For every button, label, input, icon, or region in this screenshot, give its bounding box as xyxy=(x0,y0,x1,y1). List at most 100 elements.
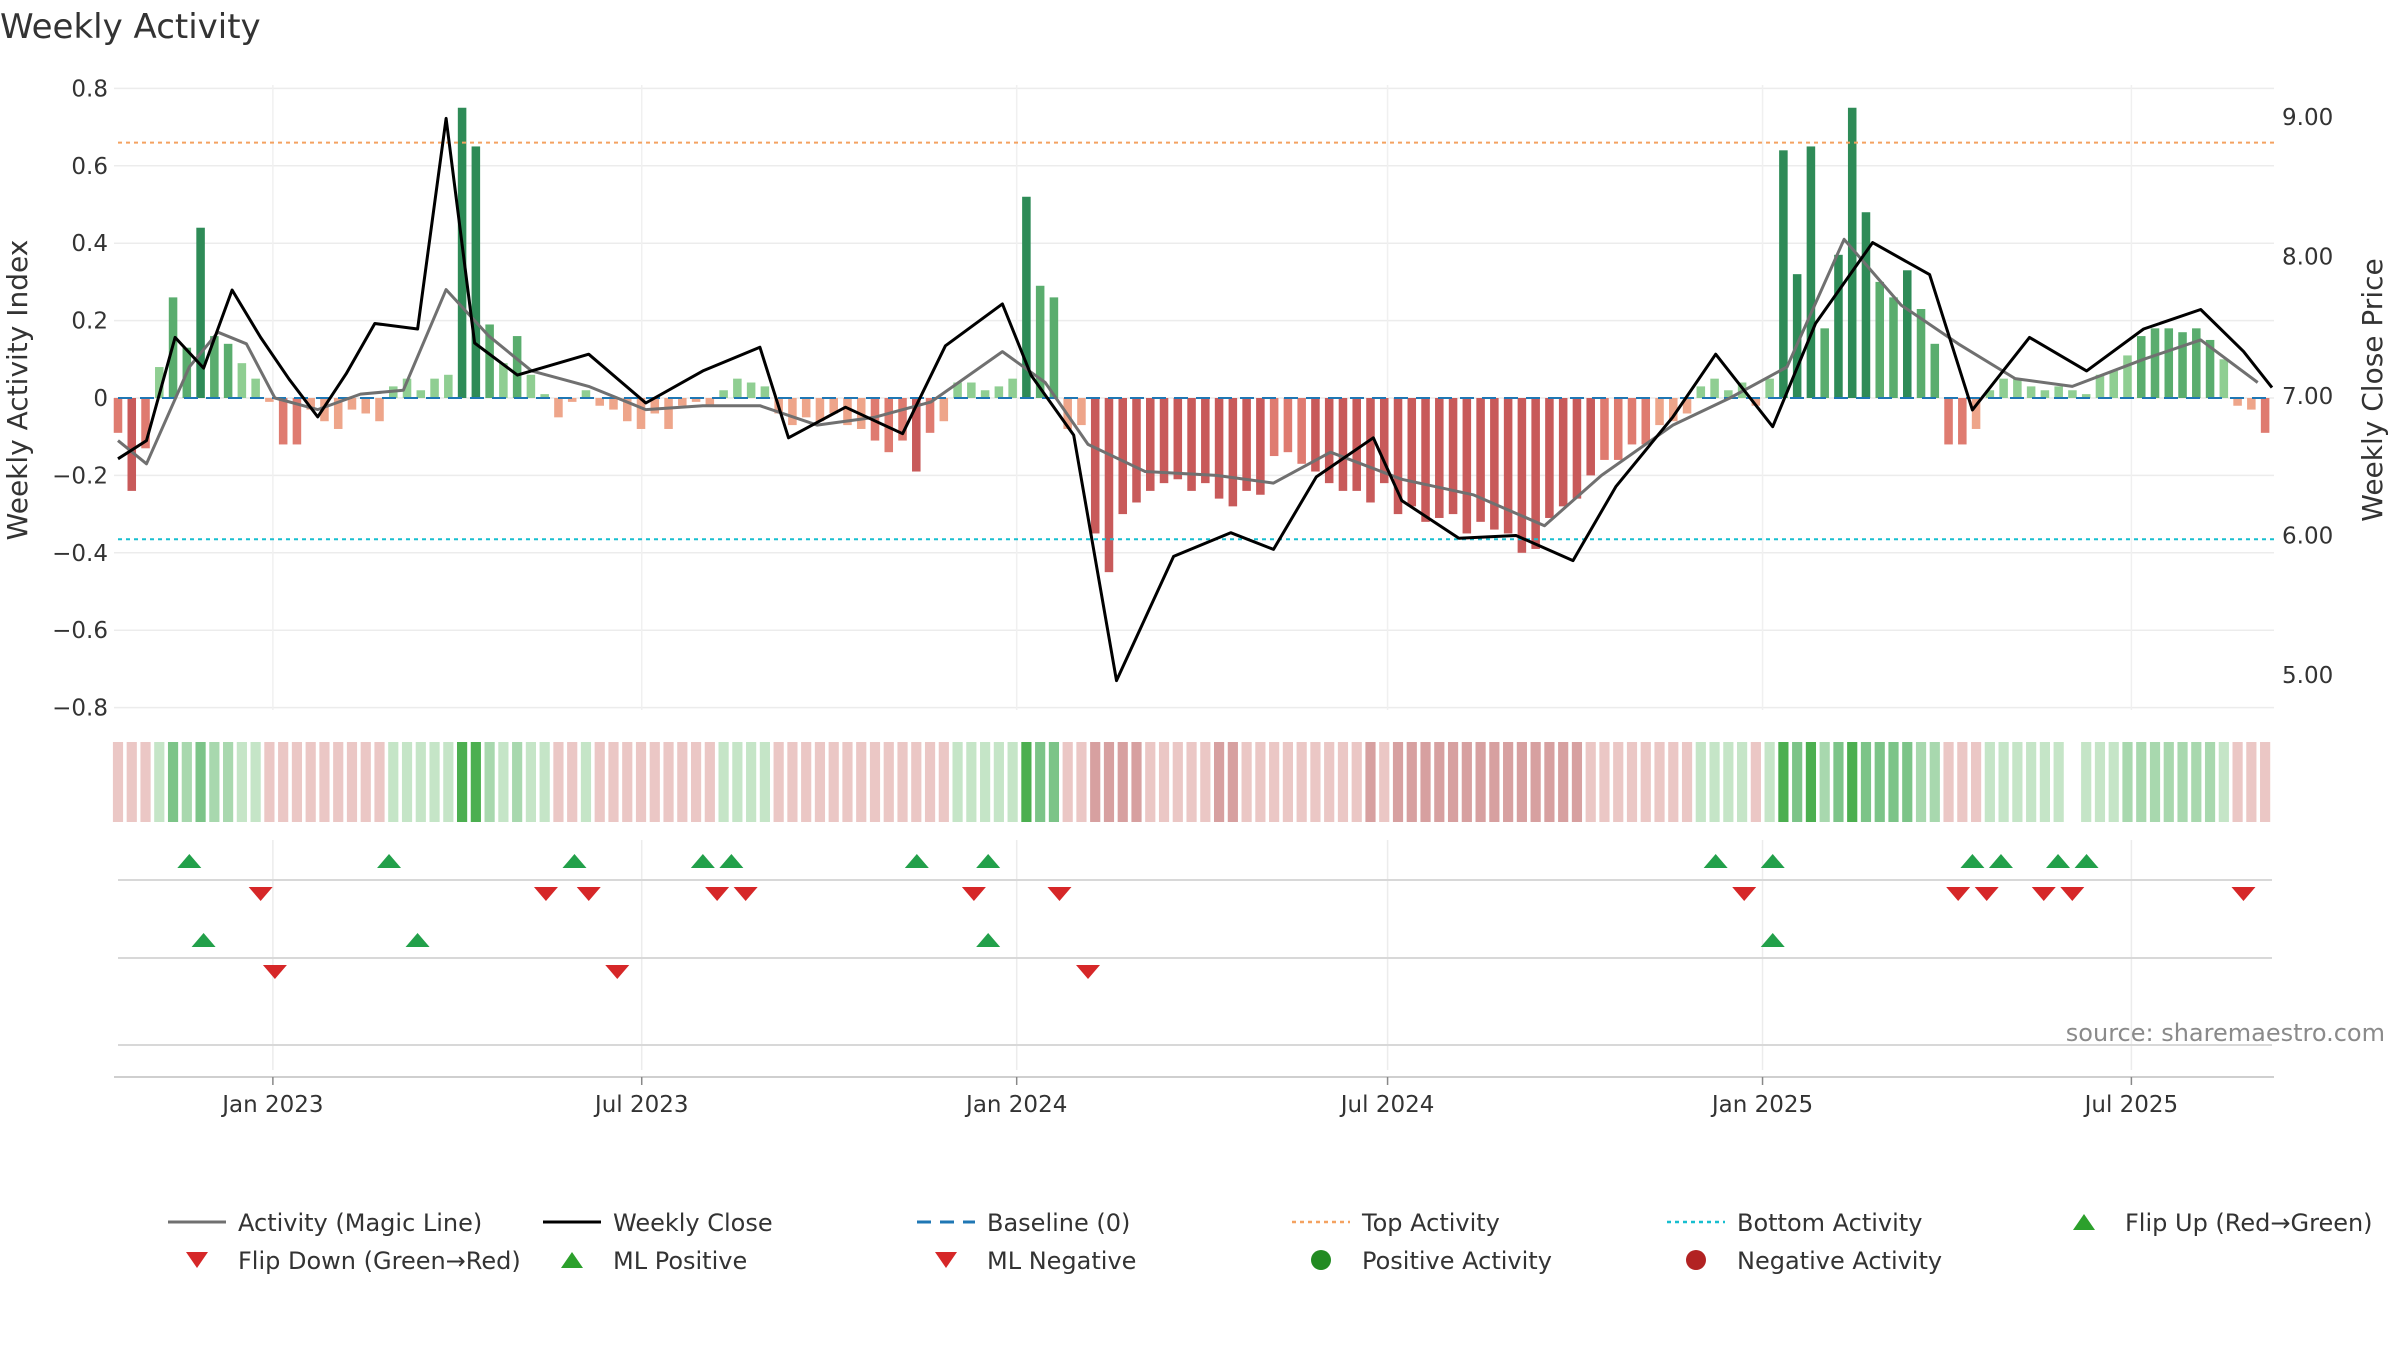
regime-cell xyxy=(814,742,826,822)
activity-bar xyxy=(361,398,371,414)
activity-bar xyxy=(540,394,549,398)
activity-bar xyxy=(141,398,150,449)
activity-bar xyxy=(1889,297,1898,398)
regime-cell xyxy=(993,742,1004,822)
legend-label: ML Positive xyxy=(613,1247,747,1275)
regime-cell xyxy=(2204,742,2216,822)
regime-cell xyxy=(732,742,743,822)
activity-bar xyxy=(499,363,508,398)
regime-cell xyxy=(1461,742,1472,822)
regime-cell xyxy=(525,742,536,822)
activity-bar xyxy=(320,398,329,422)
x-tick-label: Jul 2025 xyxy=(2083,1092,2179,1118)
activity-bar xyxy=(1985,390,1995,398)
activity-bar xyxy=(1958,398,1967,445)
legend: Activity (Magic Line) Weekly Close Baselin… xyxy=(168,1209,2373,1275)
activity-bar xyxy=(1228,398,1238,507)
ml-negative-marker xyxy=(262,965,287,979)
activity-bar xyxy=(760,386,770,398)
activity-bar xyxy=(1366,398,1375,503)
activity-bar xyxy=(2247,398,2256,410)
activity-bar xyxy=(1751,398,1761,406)
activity-bar xyxy=(953,382,962,398)
activity-bar xyxy=(1448,398,1458,515)
chart-title: Weekly Activity xyxy=(0,7,261,47)
activity-bar xyxy=(1297,398,1306,464)
legend-item: Baseline (0) xyxy=(917,1209,1130,1237)
activity-bar xyxy=(2164,328,2174,398)
activity-bar xyxy=(1902,270,1912,398)
regime-cell xyxy=(2260,742,2271,822)
regime-cell xyxy=(1145,742,1156,822)
activity-bar xyxy=(1916,308,1926,398)
regime-cell xyxy=(1475,742,1486,822)
regime-cell xyxy=(2026,742,2037,822)
activity-bar xyxy=(265,398,274,402)
y-tick-label-right: 9.00 xyxy=(2282,105,2333,131)
regime-cell xyxy=(2232,742,2243,822)
regime-cell xyxy=(1296,742,1307,822)
activity-bar xyxy=(1173,398,1183,480)
activity-bar xyxy=(333,398,343,429)
regime-cell xyxy=(1392,742,1404,822)
regime-cell xyxy=(1888,742,1899,822)
regime-cell xyxy=(869,742,881,822)
activity-bar xyxy=(1338,398,1348,491)
activity-bar xyxy=(1090,398,1100,534)
ml-positive-marker xyxy=(405,933,430,947)
activity-bar xyxy=(1710,378,1719,398)
activity-bar xyxy=(1256,398,1265,495)
x-tick-label: Jan 2024 xyxy=(964,1092,1067,1118)
regime-cell xyxy=(746,742,757,822)
activity-bar xyxy=(1476,398,1485,522)
regime-cell xyxy=(360,742,371,822)
activity-bar xyxy=(2178,332,2187,398)
regime-cell xyxy=(677,742,688,822)
regime-cell xyxy=(1833,742,1844,822)
activity-bar xyxy=(1132,398,1141,503)
regime-cell xyxy=(2163,742,2174,822)
activity-bar xyxy=(1022,196,1031,398)
regime-cell xyxy=(622,742,633,822)
activity-bar xyxy=(1586,398,1595,476)
activity-bar xyxy=(912,398,921,472)
regime-cell xyxy=(1255,742,1266,822)
regime-cell xyxy=(1103,742,1115,822)
activity-bar xyxy=(1545,398,1554,518)
regime-cell xyxy=(456,742,468,822)
regime-cell xyxy=(126,742,137,822)
regime-cell xyxy=(1035,742,1046,822)
regime-cell xyxy=(1957,742,1968,822)
activity-bar xyxy=(967,382,976,398)
activity-bar xyxy=(2040,390,2050,398)
regime-cell xyxy=(2191,742,2202,822)
activity-bar xyxy=(1627,398,1637,445)
activity-bar xyxy=(292,398,302,445)
regime-cell xyxy=(1172,742,1183,822)
activity-bar xyxy=(622,398,632,422)
activity-bar xyxy=(1682,398,1692,414)
activity-bar xyxy=(1435,398,1444,518)
legend-label: Bottom Activity xyxy=(1737,1209,1922,1237)
regime-cell xyxy=(291,742,303,822)
flip-down-marker xyxy=(961,887,986,901)
activity-bar xyxy=(843,398,852,426)
regime-cell xyxy=(140,742,151,822)
regime-cell xyxy=(787,742,798,822)
regime-cell xyxy=(1324,742,1335,822)
legend-label: Flip Down (Green→Red) xyxy=(238,1247,521,1275)
regime-cell xyxy=(498,742,509,822)
activity-bar xyxy=(1655,398,1664,426)
activity-bar xyxy=(155,367,164,398)
activity-bar xyxy=(815,398,825,422)
activity-bar xyxy=(581,390,591,398)
activity-bar xyxy=(1558,398,1568,507)
regime-cell xyxy=(1269,742,1280,822)
y-tick-label-left: 0.4 xyxy=(71,231,108,257)
regime-cell xyxy=(1007,742,1018,822)
regime-cell xyxy=(1984,742,1995,822)
y-tick-label-left: 0.8 xyxy=(71,76,108,102)
activity-bar xyxy=(1462,398,1472,534)
regime-cell xyxy=(278,742,289,822)
activity-bar xyxy=(1159,398,1169,484)
